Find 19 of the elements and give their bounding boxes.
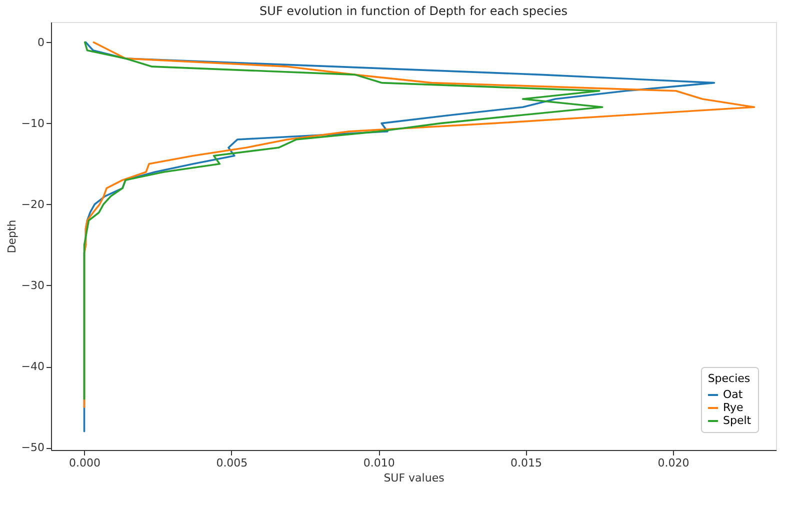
chart-title: SUF evolution in function of Depth for each species bbox=[260, 4, 568, 18]
legend-label: Spelt bbox=[723, 414, 752, 427]
line-series bbox=[83, 41, 604, 400]
legend-label: Oat bbox=[723, 388, 744, 401]
x-tick-label: 0.005 bbox=[216, 456, 248, 470]
y-tick-label: −20 bbox=[21, 198, 44, 211]
x-tick-label: 0.010 bbox=[363, 456, 395, 470]
x-axis-title: SUF values bbox=[384, 472, 445, 484]
y-tick-label: 0 bbox=[38, 36, 44, 49]
y-tick-label: −40 bbox=[21, 360, 44, 374]
x-tick-label: 0.020 bbox=[658, 456, 690, 470]
y-axis-title: Depth bbox=[5, 220, 18, 254]
legend-title: Species bbox=[708, 372, 750, 385]
x-tick-label: 0.015 bbox=[510, 456, 542, 470]
y-tick-label: −50 bbox=[21, 441, 44, 454]
legend-label: Rye bbox=[723, 401, 744, 414]
x-tick-label: 0.000 bbox=[69, 456, 101, 470]
y-tick-label: −30 bbox=[21, 278, 44, 292]
y-tick-label: −10 bbox=[21, 116, 44, 130]
